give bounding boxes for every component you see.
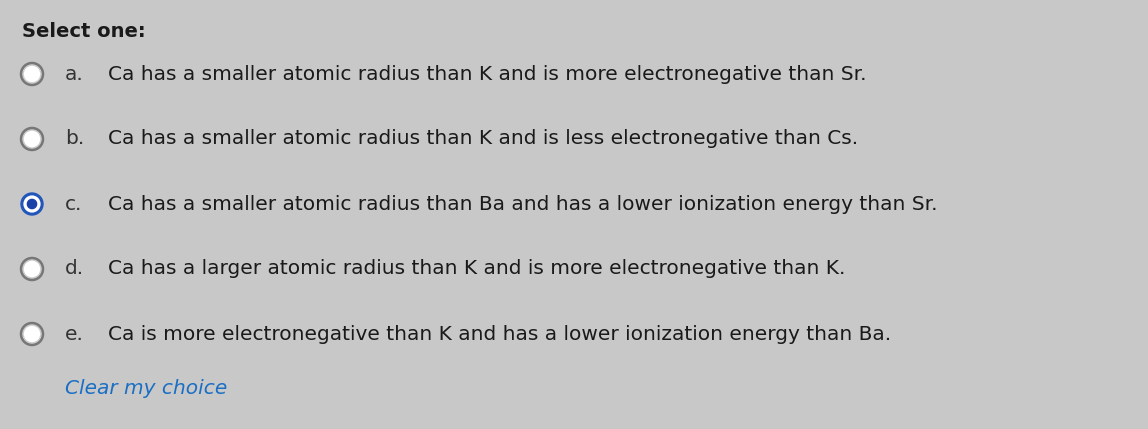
Text: Select one:: Select one: xyxy=(22,22,146,41)
Circle shape xyxy=(24,261,40,277)
Circle shape xyxy=(24,66,40,82)
Text: a.: a. xyxy=(65,64,84,84)
Text: Clear my choice: Clear my choice xyxy=(65,380,227,399)
Circle shape xyxy=(21,63,42,85)
Text: Ca has a smaller atomic radius than K and is less electronegative than Cs.: Ca has a smaller atomic radius than K an… xyxy=(108,130,858,148)
Circle shape xyxy=(24,131,40,147)
Circle shape xyxy=(28,199,37,208)
Circle shape xyxy=(21,193,42,215)
Text: Ca has a smaller atomic radius than Ba and has a lower ionization energy than Sr: Ca has a smaller atomic radius than Ba a… xyxy=(108,194,938,214)
Circle shape xyxy=(24,326,40,342)
Circle shape xyxy=(21,128,42,150)
Text: Ca has a larger atomic radius than K and is more electronegative than K.: Ca has a larger atomic radius than K and… xyxy=(108,260,845,278)
Text: e.: e. xyxy=(65,324,84,344)
Circle shape xyxy=(21,323,42,345)
Text: c.: c. xyxy=(65,194,83,214)
Text: b.: b. xyxy=(65,130,84,148)
Circle shape xyxy=(21,258,42,280)
Text: Ca is more electronegative than K and has a lower ionization energy than Ba.: Ca is more electronegative than K and ha… xyxy=(108,324,891,344)
Text: Ca has a smaller atomic radius than K and is more electronegative than Sr.: Ca has a smaller atomic radius than K an… xyxy=(108,64,867,84)
Text: d.: d. xyxy=(65,260,84,278)
Circle shape xyxy=(24,196,40,212)
